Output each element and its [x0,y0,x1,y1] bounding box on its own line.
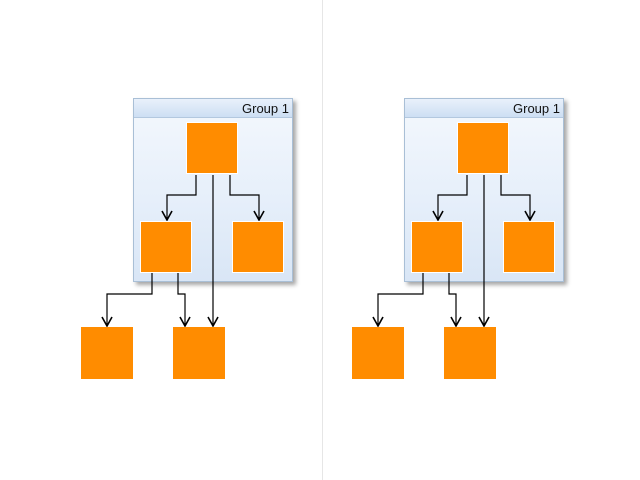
node-bottom-left[interactable] [352,327,404,379]
node-child-left[interactable] [411,221,463,273]
diagram-left: Group 1 [81,98,293,379]
group-title: Group 1 [513,101,560,116]
node-child-right[interactable] [232,221,284,273]
node-bottom-right[interactable] [173,327,225,379]
group-header[interactable]: Group 1 [405,99,563,118]
node-child-right[interactable] [503,221,555,273]
node-child-left[interactable] [140,221,192,273]
node-root[interactable] [186,122,238,174]
node-bottom-right[interactable] [444,327,496,379]
panel-divider [322,0,323,480]
node-bottom-left[interactable] [81,327,133,379]
group-title: Group 1 [242,101,289,116]
diagram-right: Group 1 [271,0,591,480]
node-root[interactable] [457,122,509,174]
group-header[interactable]: Group 1 [134,99,292,118]
